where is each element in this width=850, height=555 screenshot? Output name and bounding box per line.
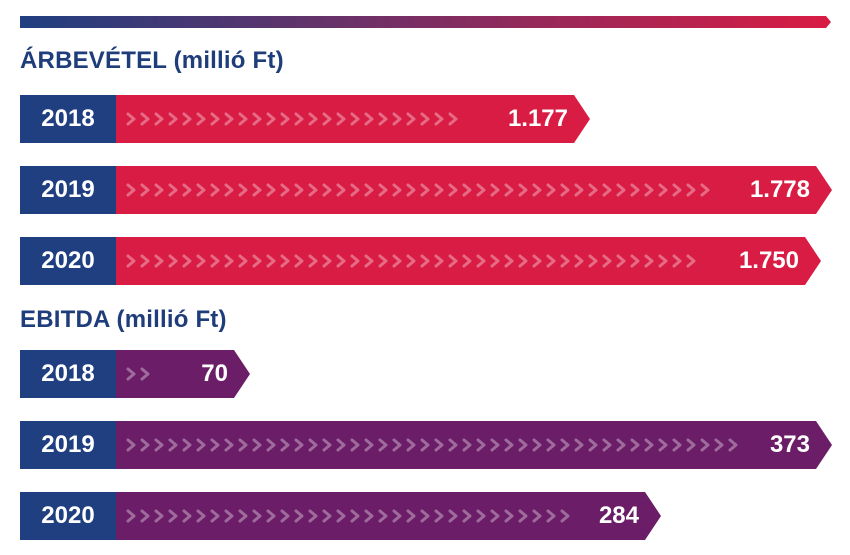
ebitda-year-label-2020: 2020 bbox=[20, 492, 116, 540]
revenue-value-label-2018: 1.177 bbox=[507, 105, 568, 132]
revenue-year-label-2018: 2018 bbox=[20, 95, 116, 143]
ebitda-chart-title: EBITDA (millió Ft) bbox=[20, 306, 227, 333]
bar-shape bbox=[116, 237, 821, 285]
bar-shape bbox=[116, 421, 832, 469]
bar-shape bbox=[116, 492, 661, 540]
ebitda-value-label-2020: 284 bbox=[598, 502, 639, 529]
ebitda-bar-2019 bbox=[116, 421, 832, 469]
chevron-pattern bbox=[126, 254, 696, 268]
bar-shape bbox=[116, 95, 590, 143]
bar-shape bbox=[116, 166, 832, 214]
ebitda-bar-2020 bbox=[116, 492, 661, 540]
revenue-year-label-2019: 2019 bbox=[20, 166, 116, 214]
revenue-row-2019: 2019 1.778 bbox=[20, 166, 832, 214]
chevron-pattern bbox=[126, 183, 710, 197]
chevron-pattern bbox=[126, 367, 150, 381]
revenue-chart-title: ÁRBEVÉTEL (millió Ft) bbox=[20, 47, 284, 74]
ebitda-year-label-2018: 2018 bbox=[20, 350, 116, 398]
chevron-pattern bbox=[126, 438, 738, 452]
ebitda-row-2020: 2020 284 bbox=[20, 492, 832, 540]
ebitda-year-label-2019: 2019 bbox=[20, 421, 116, 469]
ebitda-bar-2018 bbox=[116, 350, 250, 398]
revenue-bar-2020 bbox=[116, 237, 821, 285]
bar-shape bbox=[116, 350, 250, 398]
revenue-value-label-2019: 1.778 bbox=[749, 176, 810, 203]
top-gradient-rule bbox=[20, 16, 831, 28]
revenue-bar-2019 bbox=[116, 166, 832, 214]
revenue-year-label-2020: 2020 bbox=[20, 237, 116, 285]
ebitda-row-2018: 2018 70 bbox=[20, 350, 832, 398]
ebitda-value-label-2019: 373 bbox=[769, 431, 810, 458]
revenue-row-2018: 2018 1.177 bbox=[20, 95, 832, 143]
chevron-pattern bbox=[126, 509, 570, 523]
revenue-value-label-2020: 1.750 bbox=[738, 247, 799, 274]
revenue-row-2020: 2020 1.750 bbox=[20, 237, 832, 285]
chevron-pattern bbox=[126, 112, 458, 126]
ebitda-value-label-2018: 70 bbox=[201, 360, 228, 387]
revenue-bar-2018 bbox=[116, 95, 590, 143]
ebitda-row-2019: 2019 373 bbox=[20, 421, 832, 469]
